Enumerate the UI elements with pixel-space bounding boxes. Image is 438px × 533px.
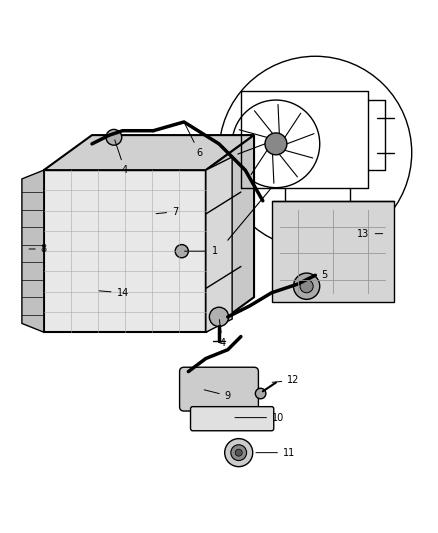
Text: 10: 10 bbox=[235, 413, 284, 423]
Text: 4: 4 bbox=[219, 320, 226, 348]
Circle shape bbox=[235, 449, 242, 456]
Text: 1: 1 bbox=[184, 246, 218, 256]
Circle shape bbox=[175, 245, 188, 258]
Circle shape bbox=[225, 439, 253, 467]
Circle shape bbox=[265, 133, 287, 155]
Circle shape bbox=[231, 445, 247, 461]
Polygon shape bbox=[22, 170, 44, 332]
Text: 5: 5 bbox=[315, 270, 327, 280]
Text: 7: 7 bbox=[156, 207, 178, 217]
Circle shape bbox=[209, 307, 229, 327]
Text: 12: 12 bbox=[272, 375, 300, 385]
Circle shape bbox=[300, 280, 313, 293]
FancyBboxPatch shape bbox=[180, 367, 258, 411]
Polygon shape bbox=[272, 201, 394, 302]
Polygon shape bbox=[206, 157, 232, 332]
Text: 13: 13 bbox=[357, 229, 383, 239]
Polygon shape bbox=[44, 170, 206, 332]
Circle shape bbox=[106, 130, 122, 145]
Text: 6: 6 bbox=[185, 124, 202, 158]
Text: 9: 9 bbox=[204, 390, 231, 401]
Text: 4: 4 bbox=[115, 140, 128, 175]
Text: 14: 14 bbox=[99, 288, 129, 298]
Polygon shape bbox=[206, 135, 254, 332]
Polygon shape bbox=[44, 135, 254, 170]
Text: 8: 8 bbox=[29, 244, 47, 254]
Text: 11: 11 bbox=[256, 448, 295, 458]
Circle shape bbox=[255, 388, 266, 399]
FancyBboxPatch shape bbox=[191, 407, 274, 431]
Circle shape bbox=[293, 273, 320, 300]
